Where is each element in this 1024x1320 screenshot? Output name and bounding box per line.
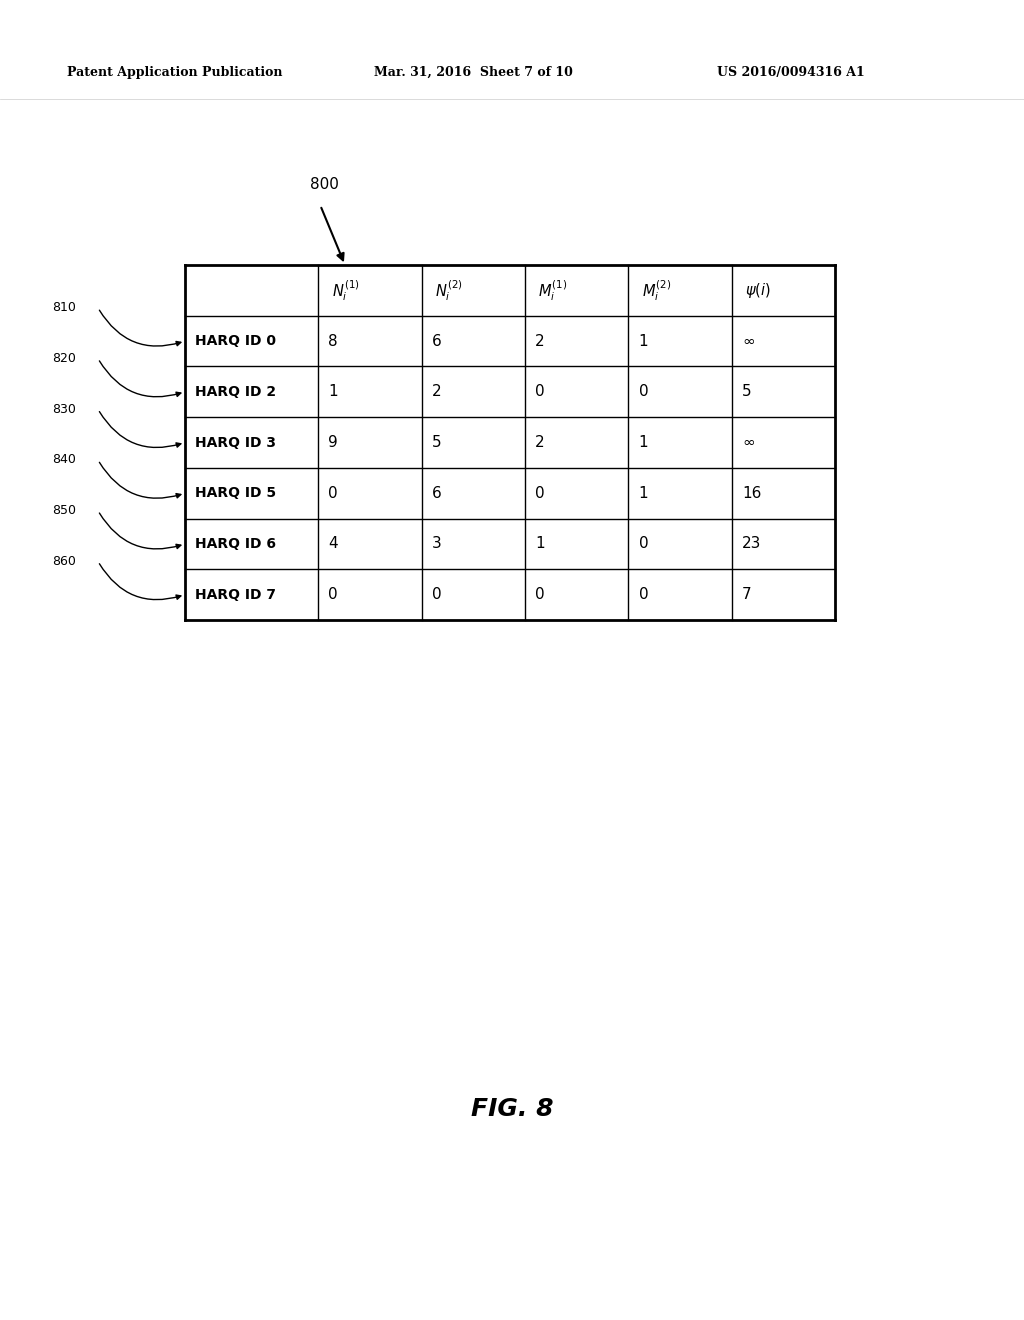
Text: 6: 6 [432, 334, 441, 348]
Text: 1: 1 [329, 384, 338, 399]
Text: FIG. 8: FIG. 8 [471, 1097, 553, 1121]
Text: HARQ ID 5: HARQ ID 5 [196, 486, 276, 500]
Text: 23: 23 [742, 536, 761, 552]
Text: 4: 4 [329, 536, 338, 552]
Text: 7: 7 [742, 587, 752, 602]
Text: 9: 9 [329, 436, 338, 450]
Text: HARQ ID 7: HARQ ID 7 [196, 587, 276, 602]
Text: 0: 0 [329, 587, 338, 602]
Text: 8: 8 [329, 334, 338, 348]
Text: 3: 3 [432, 536, 441, 552]
Text: $M_i^{(1)}$: $M_i^{(1)}$ [539, 279, 567, 302]
Text: 820: 820 [52, 352, 76, 366]
Text: $N_i^{(2)}$: $N_i^{(2)}$ [435, 279, 463, 302]
Text: 2: 2 [536, 436, 545, 450]
Text: ∞: ∞ [742, 436, 755, 450]
Text: HARQ ID 0: HARQ ID 0 [196, 334, 276, 348]
Text: 800: 800 [310, 177, 339, 191]
Text: HARQ ID 3: HARQ ID 3 [196, 436, 276, 450]
Text: 0: 0 [329, 486, 338, 500]
Text: Mar. 31, 2016  Sheet 7 of 10: Mar. 31, 2016 Sheet 7 of 10 [374, 66, 572, 79]
Text: HARQ ID 2: HARQ ID 2 [196, 385, 276, 399]
Text: 1: 1 [639, 334, 648, 348]
Text: $M_i^{(2)}$: $M_i^{(2)}$ [642, 279, 671, 302]
Text: $N_i^{(1)}$: $N_i^{(1)}$ [332, 279, 359, 302]
Text: 0: 0 [536, 384, 545, 399]
Text: 5: 5 [432, 436, 441, 450]
Text: 16: 16 [742, 486, 761, 500]
Text: 850: 850 [52, 504, 76, 517]
Text: 1: 1 [639, 486, 648, 500]
Text: 0: 0 [639, 384, 648, 399]
Text: 1: 1 [639, 436, 648, 450]
Text: HARQ ID 6: HARQ ID 6 [196, 537, 276, 550]
Text: 5: 5 [742, 384, 752, 399]
Text: 860: 860 [52, 554, 76, 568]
Text: 2: 2 [536, 334, 545, 348]
Text: Patent Application Publication: Patent Application Publication [67, 66, 282, 79]
Text: 0: 0 [639, 587, 648, 602]
Text: 2: 2 [432, 384, 441, 399]
Text: 810: 810 [52, 301, 76, 314]
Text: ∞: ∞ [742, 334, 755, 348]
Text: 0: 0 [639, 536, 648, 552]
Text: 6: 6 [432, 486, 441, 500]
Text: 0: 0 [536, 486, 545, 500]
Text: 1: 1 [536, 536, 545, 552]
Text: 840: 840 [52, 454, 76, 466]
Text: 0: 0 [432, 587, 441, 602]
Text: US 2016/0094316 A1: US 2016/0094316 A1 [717, 66, 864, 79]
Text: $\psi(i)$: $\psi(i)$ [745, 281, 771, 300]
Text: 830: 830 [52, 403, 76, 416]
Text: 0: 0 [536, 587, 545, 602]
